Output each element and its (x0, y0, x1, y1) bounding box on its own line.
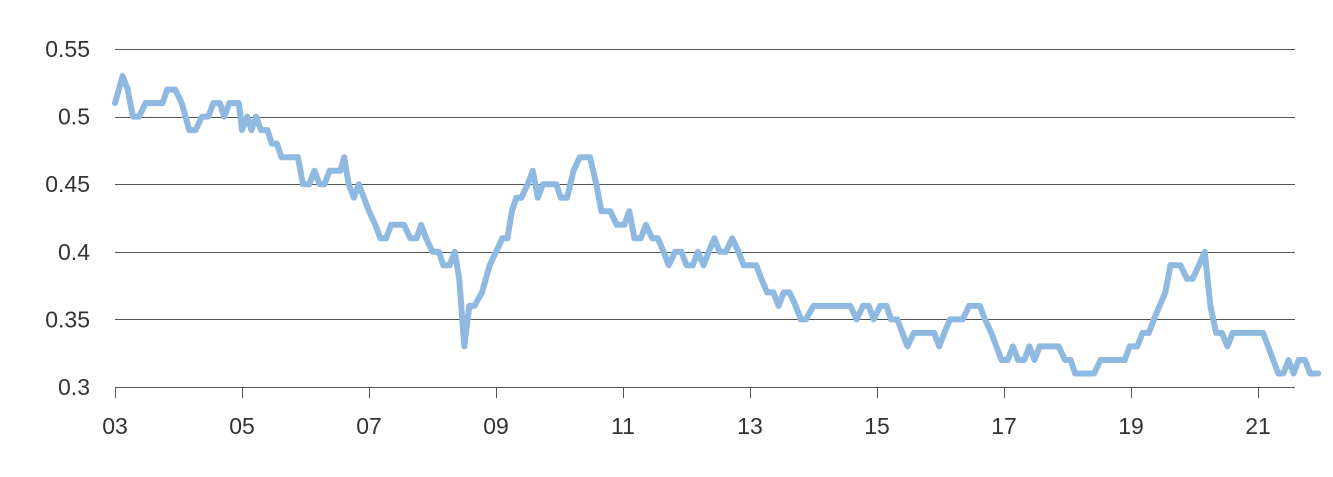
x-tick-label: 05 (229, 413, 255, 439)
y-tick-label: 0.4 (58, 239, 90, 265)
x-tick-label: 11 (611, 413, 635, 439)
gridlines (115, 49, 1295, 388)
x-tick-label: 19 (1118, 413, 1144, 439)
y-tick-label: 0.3 (58, 374, 90, 400)
x-tick-label: 09 (483, 413, 509, 439)
x-tick-label: 07 (356, 413, 382, 439)
series-line (112, 73, 1322, 377)
x-tick-label: 03 (102, 413, 128, 439)
y-axis: 0.3 0.35 0.4 0.45 0.5 0.55 (45, 36, 90, 400)
y-tick-label: 0.45 (45, 171, 90, 197)
y-tick-label: 0.55 (45, 36, 90, 62)
x-tick-label: 13 (737, 413, 763, 439)
x-axis: 03 05 07 09 11 13 15 17 19 21 (102, 387, 1271, 439)
y-tick-label: 0.35 (45, 306, 90, 332)
y-tick-label: 0.5 (58, 104, 90, 130)
x-tick-label: 17 (991, 413, 1017, 439)
x-tick-label: 15 (864, 413, 890, 439)
series-layer (112, 73, 1322, 377)
x-tick-label: 21 (1245, 413, 1271, 439)
